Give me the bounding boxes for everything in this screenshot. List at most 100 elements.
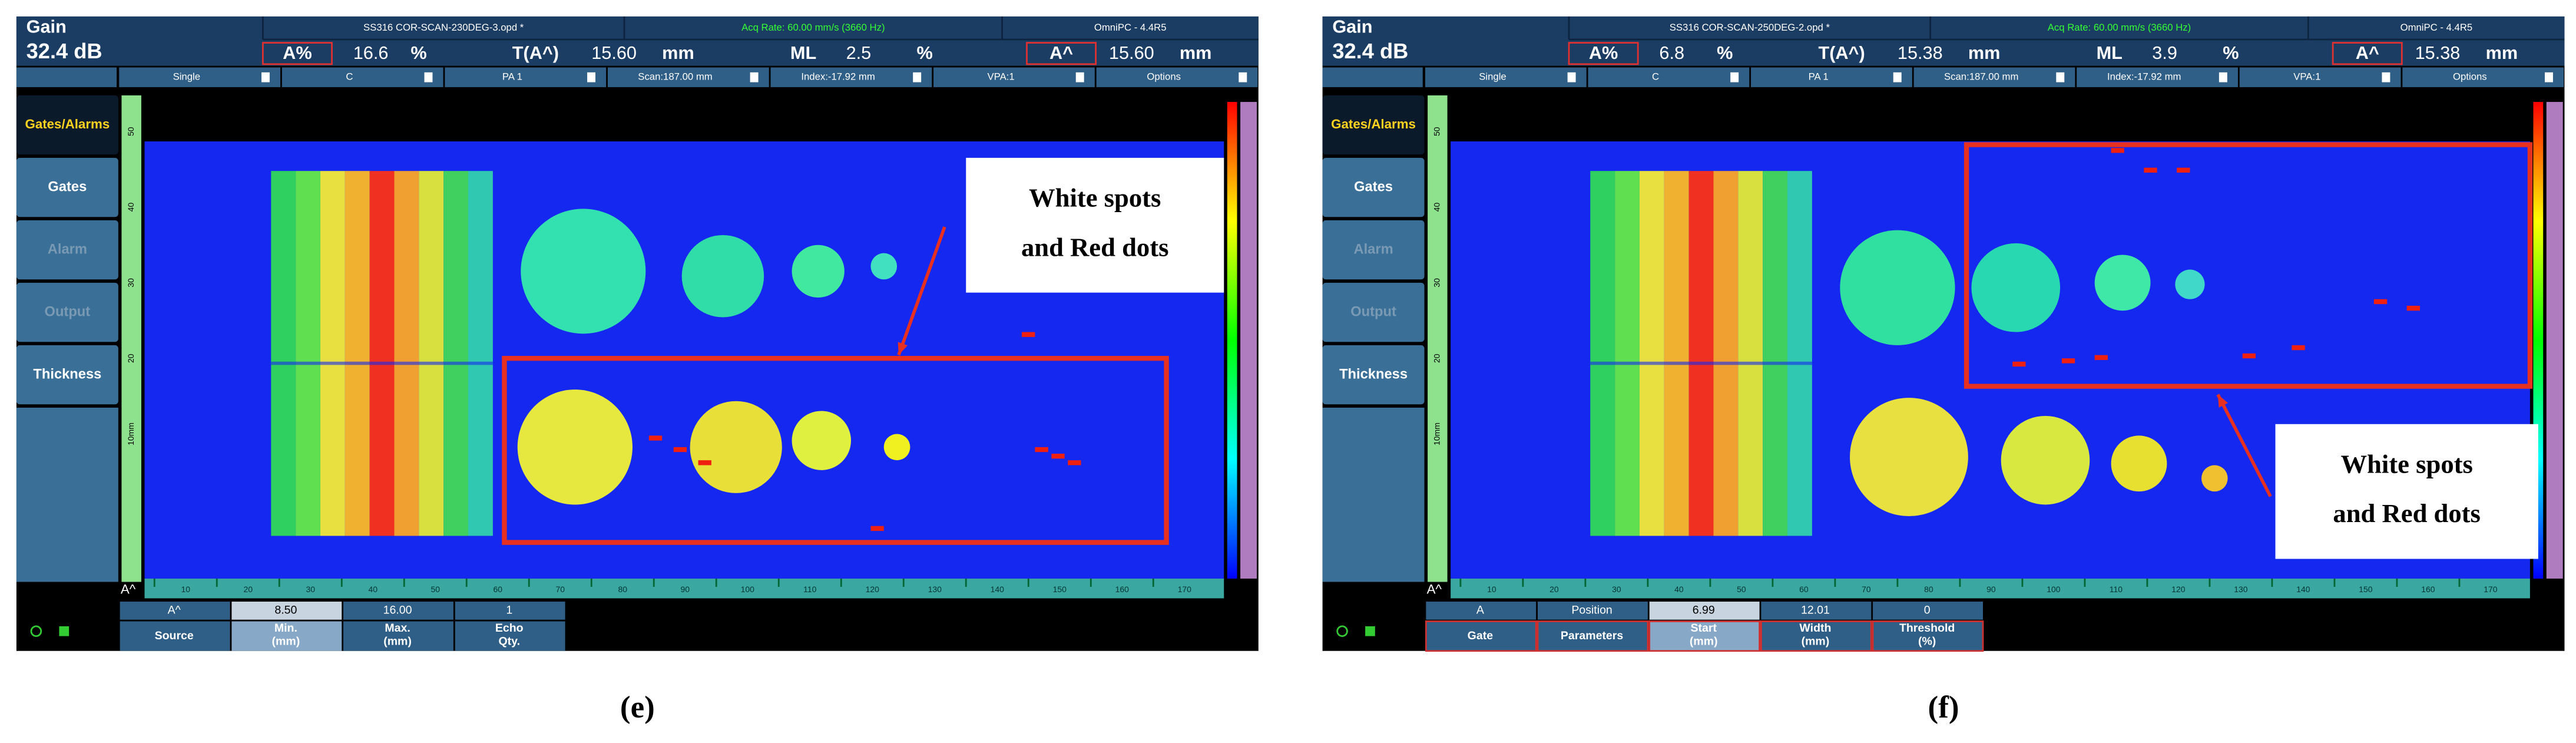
- ruler-left: [1428, 95, 1448, 582]
- ruler-x-label: 50: [1737, 585, 1746, 594]
- arrow-head: [898, 342, 908, 355]
- side-menu-fill: [1322, 407, 1425, 582]
- side-menu-button[interactable]: [16, 282, 118, 342]
- toolbar-button[interactable]: [282, 67, 443, 87]
- param-button[interactable]: [231, 621, 342, 651]
- reading-box: [1568, 42, 1639, 65]
- param-label: (mm): [1690, 635, 1718, 648]
- ruler-x-label: 90: [680, 585, 690, 594]
- toolbar-button[interactable]: [1096, 67, 1258, 87]
- param-button[interactable]: [455, 621, 565, 651]
- scan-seam: [1590, 361, 1812, 365]
- side-menu-label: Gates/Alarms: [25, 117, 110, 131]
- ruler-x-label: 120: [2171, 585, 2186, 594]
- ruler-x-label: 140: [2296, 585, 2310, 594]
- param-button[interactable]: [343, 621, 453, 651]
- toolbar-button[interactable]: [2402, 67, 2564, 87]
- ruler-x-label: 90: [1986, 585, 1996, 594]
- red-dot: [2373, 299, 2388, 305]
- ruler-x-label: 10: [181, 585, 190, 594]
- toolbar-button[interactable]: [119, 67, 281, 87]
- param-button[interactable]: [1872, 620, 1984, 652]
- toolbar-button[interactable]: [933, 67, 1095, 87]
- side-menu-button[interactable]: [1322, 282, 1425, 342]
- scan-blob: [792, 411, 851, 470]
- reading-unit: %: [1717, 42, 1733, 63]
- reading-box: [261, 42, 333, 65]
- reading-unit: %: [2223, 42, 2239, 63]
- reading-label: ML: [790, 42, 816, 63]
- scan-blob: [883, 434, 910, 461]
- toolbar-icon: [1730, 72, 1739, 82]
- file-name: SS316 COR-SCAN-230DEG-3.opd *: [363, 22, 524, 33]
- reading-value: 16.6: [353, 42, 389, 63]
- ruler-x-label: 130: [928, 585, 942, 594]
- toolbar-button[interactable]: [2077, 67, 2238, 87]
- ruler-x-label: 120: [866, 585, 880, 594]
- scan-blob: [517, 389, 633, 505]
- annotation-text: White spots: [2340, 450, 2472, 479]
- toolbar-label: C: [346, 71, 353, 82]
- param-button[interactable]: [1425, 620, 1537, 652]
- toolbar-label: Index:-17.92 mm: [801, 71, 875, 82]
- reading-box: [2332, 42, 2403, 65]
- scan-blob: [690, 401, 782, 493]
- param-button[interactable]: [1760, 620, 1872, 652]
- ruler-bottom: [1451, 578, 2530, 599]
- scan-blob: [2111, 435, 2167, 492]
- side-menu-button[interactable]: [1322, 157, 1425, 217]
- scan-stripe: [296, 171, 320, 536]
- toolbar-icon: [1893, 72, 1902, 82]
- side-menu-button[interactable]: [1322, 345, 1425, 405]
- reading-label: ML: [2097, 42, 2123, 63]
- ruler-y-label: 20: [126, 354, 135, 363]
- side-menu-label: Thickness: [33, 366, 101, 382]
- side-menu-button[interactable]: [1322, 95, 1425, 155]
- param-label: Parameters: [1561, 629, 1623, 642]
- toolbar-label: VPA:1: [2293, 71, 2320, 82]
- red-dot: [2094, 355, 2108, 360]
- app-version: OmniPC - 4.4R5: [2400, 22, 2473, 33]
- toolbar-button[interactable]: [1751, 67, 1912, 87]
- ruler-y-label: 40: [1432, 203, 1442, 212]
- param-button[interactable]: [1648, 620, 1760, 652]
- param-button[interactable]: [1537, 620, 1649, 652]
- param-button[interactable]: [120, 621, 230, 651]
- scan-stripe: [1763, 171, 1788, 536]
- scan-stripe: [1590, 171, 1615, 536]
- toolbar-button[interactable]: [1913, 67, 2075, 87]
- scan-blob: [521, 209, 646, 334]
- scan-seam: [271, 361, 493, 365]
- toolbar-button[interactable]: [607, 67, 769, 87]
- ruler-x-label: 160: [2421, 585, 2435, 594]
- status-icon: [30, 625, 42, 638]
- red-dot: [2012, 361, 2026, 367]
- scan-stripe: [1738, 171, 1763, 536]
- toolbar-button[interactable]: [1588, 67, 1750, 87]
- side-menu-button[interactable]: [16, 220, 118, 280]
- reading-unit: %: [410, 42, 426, 63]
- toolbar-label: Single: [1479, 71, 1506, 82]
- toolbar-button[interactable]: [770, 67, 932, 87]
- toolbar-button[interactable]: [2239, 67, 2401, 87]
- side-menu-button[interactable]: [1322, 220, 1425, 280]
- param-value-cell: [455, 602, 565, 620]
- scan-blob: [2201, 465, 2228, 492]
- toolbar-button[interactable]: [1425, 67, 1587, 87]
- toolbar-icon: [587, 72, 596, 82]
- status-icon: [1365, 626, 1375, 636]
- param-label: (mm): [383, 635, 412, 648]
- side-menu-button[interactable]: [16, 95, 118, 155]
- toolbar-button[interactable]: [445, 67, 607, 87]
- side-menu-button[interactable]: [16, 345, 118, 405]
- annotation-arrow: [2216, 394, 2272, 497]
- red-dot: [648, 435, 663, 441]
- acq-rate: Acq Rate: 60.00 mm/s (3660 Hz): [2048, 22, 2191, 33]
- scan-stripe: [394, 171, 419, 536]
- red-dot: [2144, 167, 2157, 173]
- ruler-right: [2546, 102, 2563, 579]
- param-label: Qty.: [498, 635, 520, 648]
- side-menu-button[interactable]: [16, 157, 118, 217]
- param-label: (%): [1918, 635, 1936, 648]
- toolbar-icon: [261, 72, 270, 82]
